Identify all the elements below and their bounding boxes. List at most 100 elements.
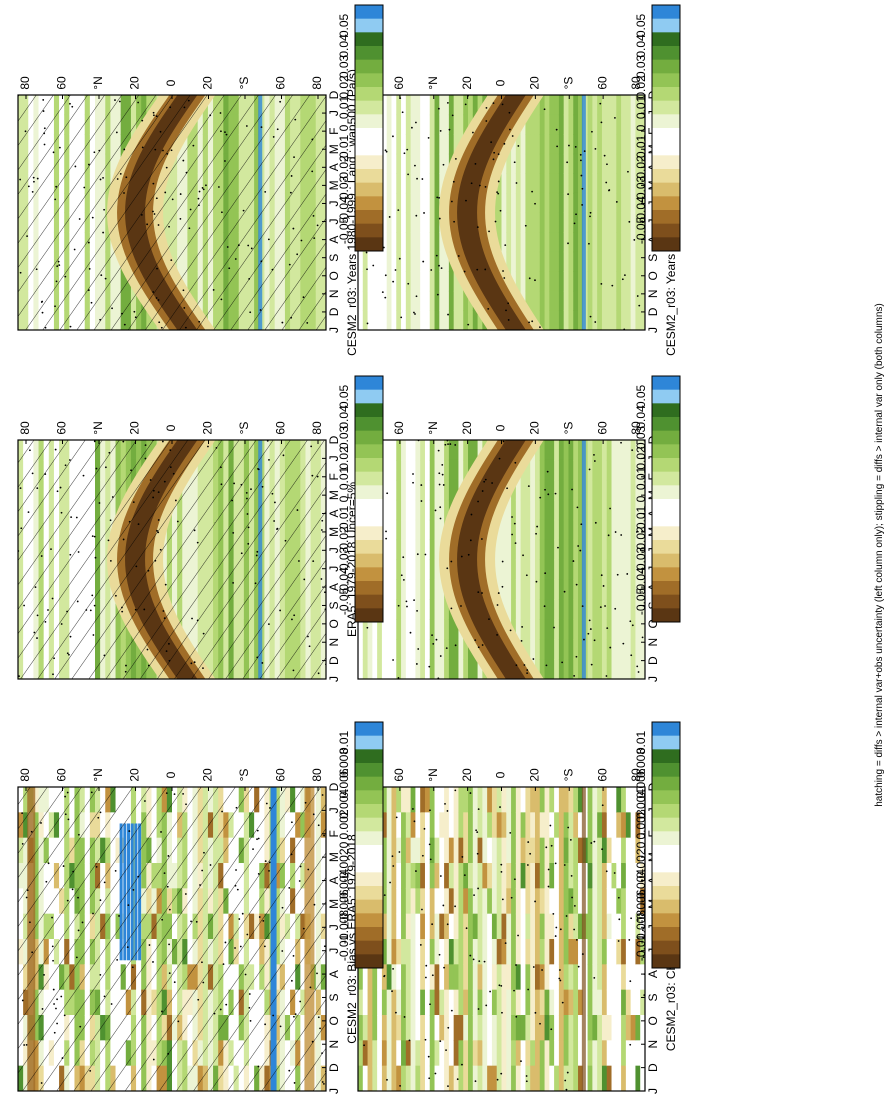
month-tick-label: F bbox=[327, 127, 341, 134]
colorbar-swatch bbox=[355, 581, 383, 596]
colorbar-swatch bbox=[355, 237, 383, 252]
colorbar-swatch bbox=[652, 417, 680, 432]
colorbar-swatch bbox=[355, 540, 383, 555]
colorbar-label: -0.01 bbox=[337, 934, 351, 962]
colorbar-swatch bbox=[652, 128, 680, 143]
month-tick-label: A bbox=[327, 510, 341, 518]
lat-tick-label: 80 bbox=[18, 421, 32, 435]
lat-tick-label: 60 bbox=[392, 768, 406, 782]
field-6 bbox=[358, 787, 645, 1091]
lat-tick-label: 20 bbox=[460, 421, 474, 435]
lat-tick-label: °N bbox=[91, 76, 105, 89]
panel-4: DJFMAMJJASONDJ8060°N20020°S6080CESM2_r03… bbox=[357, 69, 678, 356]
month-tick-label: D bbox=[646, 656, 660, 665]
field-5 bbox=[358, 440, 645, 679]
colorbar-swatch bbox=[355, 458, 383, 473]
colorbar-swatch bbox=[355, 128, 383, 143]
colorbar-swatch bbox=[652, 223, 680, 238]
month-tick-label: F bbox=[327, 830, 341, 837]
colorbar-swatch bbox=[652, 32, 680, 47]
month-tick-label: A bbox=[646, 970, 660, 978]
month-tick-label: F bbox=[327, 473, 341, 480]
colorbar-swatch bbox=[652, 858, 680, 873]
month-tick-label: N bbox=[646, 638, 660, 647]
colorbar-label: -0.02 bbox=[634, 155, 648, 183]
month-tick-label: S bbox=[327, 993, 341, 1001]
month-tick-label: D bbox=[327, 90, 341, 99]
lat-tick-label: 20 bbox=[128, 768, 142, 782]
colorbar-label: -0.02 bbox=[634, 526, 648, 554]
lat-tick-label: °S bbox=[237, 422, 251, 435]
lat-tick-label: °S bbox=[237, 769, 251, 782]
colorbar-swatch bbox=[355, 59, 383, 74]
colorbar-label: 0 bbox=[634, 124, 648, 131]
colorbar-swatch bbox=[355, 567, 383, 582]
colorbar-swatch bbox=[652, 567, 680, 582]
colorbar-swatch bbox=[652, 237, 680, 252]
colorbar-swatch bbox=[355, 155, 383, 170]
colorbar-label: 0.01 bbox=[634, 730, 648, 754]
colorbar-swatch bbox=[355, 735, 383, 750]
lat-tick-label: 20 bbox=[528, 76, 542, 90]
colorbar-label: -0.05 bbox=[634, 217, 648, 245]
colorbar-label: 0.02 bbox=[634, 446, 648, 470]
month-tick-label: D bbox=[327, 307, 341, 316]
colorbar-label: -0.04 bbox=[337, 196, 351, 224]
colorbar-swatch bbox=[652, 389, 680, 404]
colorbar-swatch bbox=[355, 376, 383, 391]
colorbar-label: 0.006 bbox=[634, 768, 648, 798]
colorbar-swatch bbox=[355, 940, 383, 955]
colorbar-swatch bbox=[355, 776, 383, 791]
colorbar-swatch bbox=[652, 790, 680, 805]
colorbar-swatch bbox=[652, 444, 680, 459]
colorbar-label: 0.04 bbox=[634, 34, 648, 58]
colorbar-swatch bbox=[652, 141, 680, 156]
colorbar-swatch bbox=[355, 927, 383, 942]
colorbar-label: 0.01 bbox=[337, 95, 351, 119]
lat-tick-label: 80 bbox=[310, 421, 324, 435]
colorbar-swatch bbox=[355, 749, 383, 764]
colorbar-label: 0.04 bbox=[337, 405, 351, 429]
colorbar-swatch bbox=[652, 458, 680, 473]
colorbar-swatch bbox=[652, 540, 680, 555]
month-tick-label: O bbox=[327, 619, 341, 628]
field-2 bbox=[18, 440, 326, 679]
month-tick-label: S bbox=[327, 601, 341, 609]
colorbar-label: 0.04 bbox=[337, 34, 351, 58]
colorbar-label: 0.03 bbox=[634, 54, 648, 78]
colorbar-swatch bbox=[652, 485, 680, 500]
colorbar-label: -0.04 bbox=[337, 567, 351, 595]
lat-tick-label: °N bbox=[426, 421, 440, 434]
colorbar-swatch bbox=[355, 46, 383, 61]
colorbar-swatch bbox=[652, 804, 680, 819]
colorbar-swatch bbox=[652, 403, 680, 418]
colorbar-label: 0.02 bbox=[634, 75, 648, 99]
lat-tick-label: 60 bbox=[274, 768, 288, 782]
month-tick-label: J bbox=[327, 924, 341, 930]
colorbar-swatch bbox=[652, 722, 680, 737]
colorbar-label: 0 bbox=[337, 841, 351, 848]
colorbar-label: -0.03 bbox=[634, 176, 648, 204]
colorbar-1: 0.050.040.030.020.010-0.01-0.02-0.03-0.0… bbox=[337, 4, 384, 252]
colorbar-swatch bbox=[355, 182, 383, 197]
colorbar-label: 0.002 bbox=[337, 809, 351, 839]
colorbar-swatch bbox=[652, 817, 680, 832]
colorbar-swatch bbox=[652, 430, 680, 445]
colorbar-swatch bbox=[652, 73, 680, 88]
colorbar-label: -0.006 bbox=[634, 889, 648, 923]
month-tick-label: S bbox=[646, 993, 660, 1001]
colorbar-label: -0.002 bbox=[634, 848, 648, 882]
colorbar-swatch bbox=[652, 499, 680, 514]
colorbar-label: 0.008 bbox=[337, 748, 351, 778]
lat-tick-label: 0 bbox=[164, 79, 178, 86]
colorbar-label: -0.002 bbox=[337, 848, 351, 882]
colorbar-label: 0.05 bbox=[634, 13, 648, 37]
month-tick-label: J bbox=[327, 1088, 341, 1094]
month-tick-label: J bbox=[327, 219, 341, 225]
colorbar-swatch bbox=[355, 223, 383, 238]
colorbar-swatch bbox=[355, 169, 383, 184]
lat-tick-label: 60 bbox=[595, 768, 609, 782]
colorbar-swatch bbox=[355, 594, 383, 609]
colorbar-swatch bbox=[355, 790, 383, 805]
